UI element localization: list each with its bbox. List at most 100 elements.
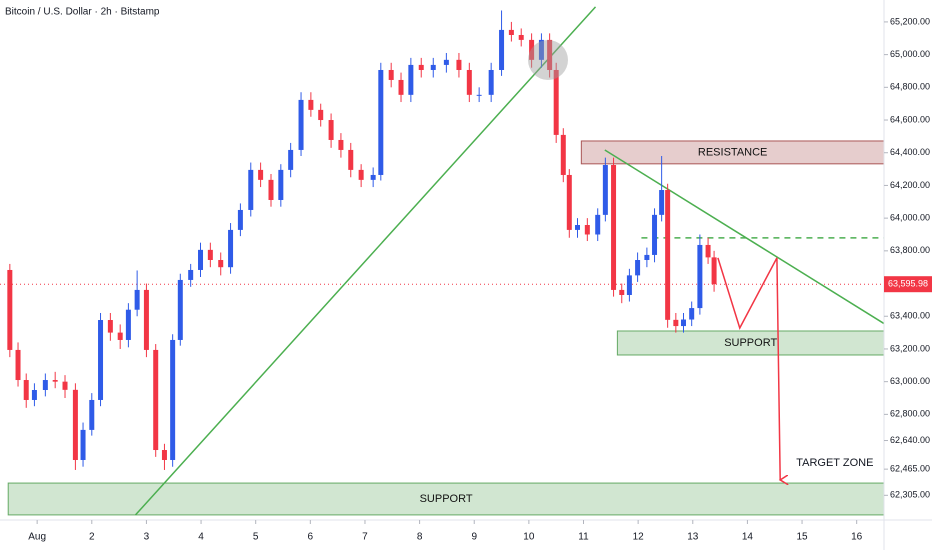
zone-label: SUPPORT	[420, 493, 473, 505]
x-tick-label: 12	[633, 532, 645, 543]
x-tick-label: 15	[796, 532, 808, 543]
candle-body	[418, 64, 424, 70]
candle-body	[348, 149, 354, 170]
candle-body	[31, 390, 37, 400]
candle-body	[466, 69, 472, 95]
candle-body	[488, 69, 494, 95]
x-tick-label: 6	[308, 532, 314, 543]
y-tick-label: 64,000.00	[890, 213, 930, 223]
candle-body	[7, 269, 13, 350]
candle-body	[611, 164, 617, 290]
candle-body	[665, 190, 671, 320]
candle-body	[153, 349, 159, 451]
highlight-circle	[528, 40, 568, 80]
candle-body	[15, 349, 21, 381]
y-tick-label: 62,465.00	[890, 464, 930, 474]
last-price-tag	[884, 276, 932, 293]
x-tick-label: 10	[523, 532, 535, 543]
trend-line	[134, 6, 597, 516]
candle-body	[378, 69, 384, 175]
y-tick-label: 65,200.00	[890, 16, 930, 26]
candle-body	[268, 179, 274, 200]
x-tick-label: 9	[471, 532, 477, 543]
y-tick-label: 62,305.00	[890, 490, 930, 500]
x-tick-label: 14	[742, 532, 754, 543]
x-tick-label: 4	[198, 532, 204, 543]
candle-body	[62, 381, 68, 390]
candle-body	[673, 319, 679, 327]
candle-body	[170, 339, 176, 460]
candle-body	[52, 380, 58, 382]
candle-body	[602, 164, 608, 215]
candle-body	[42, 380, 48, 390]
y-tick-label: 64,800.00	[890, 82, 930, 92]
candle-body	[198, 249, 204, 270]
candle-body	[98, 320, 104, 400]
candle-body	[689, 308, 695, 320]
y-tick-label: 63,000.00	[890, 376, 930, 386]
x-tick-label: 11	[578, 532, 589, 543]
candle-body	[574, 225, 580, 230]
candle-body	[595, 214, 601, 235]
x-tick-label: 7	[362, 532, 368, 543]
candle-body	[398, 79, 404, 95]
candle-body	[248, 169, 254, 210]
candle-body	[125, 309, 131, 340]
candle-body	[23, 380, 29, 400]
y-tick-label: 64,600.00	[890, 114, 930, 124]
candle-body	[80, 429, 86, 460]
candle-body	[107, 320, 113, 333]
candle-body	[177, 279, 183, 340]
candle-body	[89, 399, 95, 430]
candle-body	[218, 260, 224, 268]
candle-body	[705, 244, 711, 258]
x-tick-label: 8	[417, 532, 423, 543]
candle-body	[143, 289, 149, 350]
candle-body	[499, 29, 505, 70]
candle-body	[652, 214, 658, 255]
candle-body	[560, 134, 566, 175]
candle-body	[529, 39, 535, 60]
x-tick-label: 13	[687, 532, 699, 543]
candle-body	[117, 332, 123, 340]
candle-body	[258, 169, 264, 180]
zone	[580, 140, 884, 165]
candle-body	[370, 174, 376, 180]
candle-body	[547, 39, 553, 70]
y-tick-label: 65,000.00	[890, 49, 930, 59]
y-tick-label: 62,800.00	[890, 409, 930, 419]
x-tick-label: 5	[253, 532, 259, 543]
candle-body	[228, 229, 234, 268]
candle-body	[553, 69, 559, 135]
candle-body	[338, 139, 344, 150]
y-tick-label: 64,400.00	[890, 147, 930, 157]
candle-body	[518, 34, 524, 40]
y-tick-label: 62,640.00	[890, 435, 930, 445]
y-tick-label: 63,200.00	[890, 343, 930, 353]
zone-label: RESISTANCE	[698, 146, 767, 158]
y-tick-label: 63,400.00	[890, 311, 930, 321]
candle-body	[408, 64, 414, 95]
candle-body	[443, 59, 449, 65]
candle-body	[508, 29, 514, 35]
candle-body	[635, 260, 641, 276]
candle-body	[298, 99, 304, 150]
candle-body	[72, 389, 78, 460]
trend-line	[717, 257, 780, 480]
candle-body	[318, 109, 324, 121]
x-tick-label: Aug	[28, 532, 46, 543]
candle-body	[207, 249, 213, 260]
candle-body	[134, 289, 140, 310]
chart-title: Bitcoin / U.S. Dollar · 2h · Bitstamp	[5, 7, 160, 18]
candle-body	[358, 169, 364, 180]
candle-body	[288, 149, 294, 170]
candle-body	[188, 269, 194, 280]
candle-body	[430, 64, 436, 70]
last-price-label: 63,595.98	[888, 279, 928, 289]
candle-body	[697, 244, 703, 309]
candle-body	[626, 275, 632, 295]
candle-body	[476, 94, 482, 96]
candle-body	[538, 39, 544, 60]
